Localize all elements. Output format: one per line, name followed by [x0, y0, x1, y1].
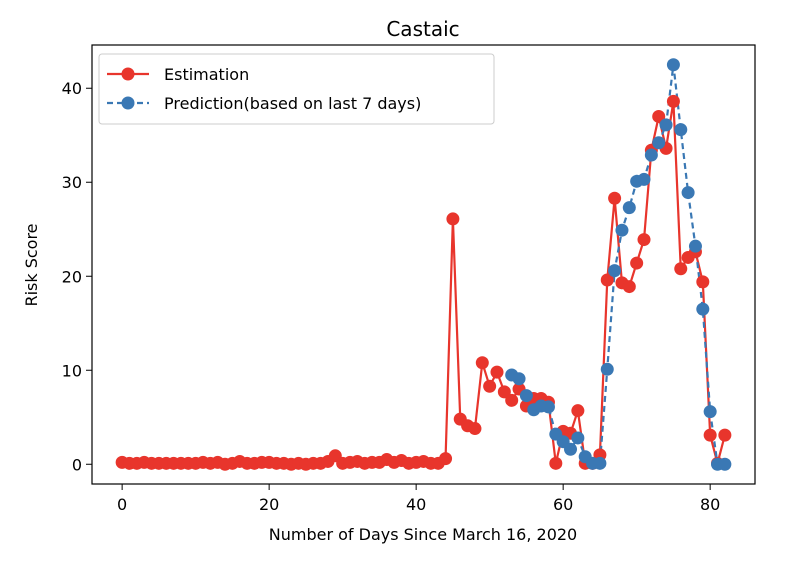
prediction-point — [541, 400, 555, 414]
estimation-point — [703, 428, 717, 442]
estimation-point — [630, 256, 644, 270]
estimation-point — [446, 212, 460, 226]
prediction-point — [512, 372, 526, 386]
x-tick-label: 20 — [259, 495, 279, 514]
prediction-point — [703, 405, 717, 419]
y-tick-label: 20 — [62, 267, 82, 286]
estimation-point — [497, 385, 511, 399]
plot-area — [91, 44, 756, 485]
chart-title: Castaic — [386, 17, 459, 41]
prediction-point — [681, 186, 695, 200]
prediction-point — [593, 456, 607, 470]
y-tick-label: 0 — [72, 455, 82, 474]
prediction-point — [608, 264, 622, 278]
estimation-point — [490, 365, 504, 379]
y-axis-label: Risk Score — [22, 223, 41, 306]
plot-frame — [91, 44, 756, 485]
prediction-point — [571, 431, 585, 445]
prediction-point — [644, 148, 658, 162]
estimation-point — [718, 428, 732, 442]
estimation-point — [468, 422, 482, 436]
x-tick-label: 80 — [700, 495, 720, 514]
legend-estimation-label: Estimation — [164, 65, 249, 84]
prediction-point — [688, 239, 702, 253]
series-points — [115, 58, 732, 471]
prediction-point — [652, 136, 666, 150]
legend-prediction-label: Prediction(based on last 7 days) — [164, 94, 421, 113]
estimation-point — [483, 379, 497, 393]
estimation-point — [608, 191, 622, 205]
prediction-point — [637, 172, 651, 186]
x-tick-label: 40 — [406, 495, 426, 514]
prediction-point — [519, 389, 533, 403]
estimation-point — [637, 233, 651, 247]
estimation-point — [505, 393, 519, 407]
legend-box — [98, 53, 495, 125]
legend: Estimation Prediction(based on last 7 da… — [98, 53, 495, 125]
prediction-point — [718, 457, 732, 471]
y-tick-label: 40 — [62, 79, 82, 98]
prediction-point — [615, 223, 629, 237]
x-axis-label: Number of Days Since March 16, 2020 — [269, 525, 577, 544]
estimation-point — [666, 94, 680, 108]
estimation-point — [674, 262, 688, 276]
prediction-point — [600, 362, 614, 376]
y-tick-label: 30 — [62, 173, 82, 192]
estimation-point — [571, 404, 585, 418]
estimation-point — [696, 275, 710, 289]
x-tick-label: 0 — [117, 495, 127, 514]
legend-prediction-marker — [121, 96, 135, 110]
estimation-point — [622, 280, 636, 294]
prediction-point — [674, 123, 688, 137]
prediction-point — [659, 118, 673, 132]
estimation-point — [600, 273, 614, 287]
series-line-1 — [511, 63, 725, 466]
estimation-point — [652, 109, 666, 123]
estimation-point — [439, 452, 453, 466]
legend-estimation-marker — [121, 67, 135, 81]
estimation-point — [475, 356, 489, 370]
prediction-point — [696, 302, 710, 316]
y-axis: 0 10 20 30 40 — [62, 79, 92, 474]
prediction-point — [564, 442, 578, 456]
estimation-point — [549, 456, 563, 470]
x-tick-label: 60 — [553, 495, 573, 514]
prediction-point — [666, 58, 680, 72]
y-tick-label: 10 — [62, 361, 82, 380]
x-axis: 0 20 40 60 80 — [117, 484, 720, 514]
prediction-point — [622, 201, 636, 215]
